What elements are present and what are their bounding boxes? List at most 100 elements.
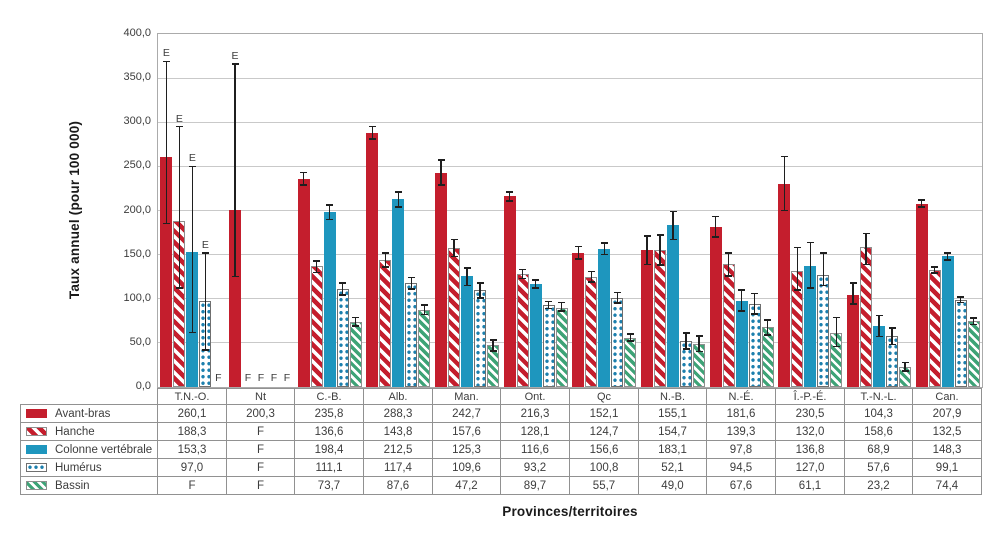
y-tick-label: 0,0 bbox=[135, 380, 151, 392]
value-cell-humerus-can: 99,1 bbox=[912, 458, 982, 477]
gridline bbox=[158, 121, 982, 123]
value-cell-hanche-qc: 124,7 bbox=[569, 422, 639, 441]
value-cell-bassin-ne: 67,6 bbox=[706, 476, 776, 495]
error-bar-bassin-alb bbox=[423, 304, 426, 315]
bar-bassin-alb bbox=[418, 309, 431, 387]
value-cell-avant-bras-alb: 288,3 bbox=[363, 404, 433, 423]
error-bar-colonne-vertebrale-tno bbox=[191, 166, 194, 333]
legend-swatch-colonne-vertebrale bbox=[26, 444, 47, 454]
value-cell-hanche-ipe: 132,0 bbox=[775, 422, 845, 441]
error-bar-hanche-nb bbox=[659, 235, 661, 266]
value-cell-colonne-vertebrale-nb: 183,1 bbox=[638, 440, 707, 459]
bar-humerus-can bbox=[954, 299, 967, 387]
error-bar-cap bbox=[352, 316, 360, 319]
legend-cell-humerus: Humérus bbox=[20, 458, 158, 477]
error-bar-cap bbox=[901, 370, 909, 372]
error-bar-cap bbox=[832, 345, 840, 348]
value-cell-bassin-qc: 55,7 bbox=[569, 476, 639, 495]
bar-colonne-vertebrale-ont bbox=[529, 284, 542, 387]
error-bar-cap bbox=[352, 325, 360, 327]
suppressed-value-flag-hanche-nt: F bbox=[244, 372, 252, 384]
error-bar-cap bbox=[626, 333, 634, 335]
y-tick-label: 100,0 bbox=[123, 291, 151, 304]
error-bar-colonne-vertebrale-man bbox=[466, 267, 468, 286]
value-cell-humerus-man: 109,6 bbox=[432, 458, 501, 477]
error-bar-cap bbox=[587, 270, 595, 273]
error-bar-colonne-vertebrale-ipe bbox=[809, 242, 812, 289]
value-cell-humerus-cb: 111,1 bbox=[294, 458, 364, 477]
error-bar-cap bbox=[970, 317, 978, 319]
error-bar-humerus-cb bbox=[341, 282, 344, 296]
error-bar-humerus-qc bbox=[616, 292, 619, 304]
value-cell-colonne-vertebrale-man: 125,3 bbox=[432, 440, 501, 459]
value-cell-hanche-ont: 128,1 bbox=[500, 422, 570, 441]
error-bar-avant-bras-can bbox=[920, 199, 923, 207]
bar-bassin-qc bbox=[624, 337, 637, 387]
suppressed-value-flag-colonne-vertebrale-nt: F bbox=[257, 372, 265, 384]
column-header-cb: C.-B. bbox=[294, 388, 364, 405]
error-bar-cap bbox=[695, 335, 703, 337]
error-bar-cap bbox=[819, 252, 827, 254]
value-cell-avant-bras-qc: 152,1 bbox=[569, 404, 639, 423]
error-bar-cap bbox=[600, 242, 608, 244]
table-row-avant-bras: Avant-bras 260,1 200,3 235,8 288,3 242,7 216,3… bbox=[20, 404, 982, 423]
error-bar-cap bbox=[682, 348, 690, 350]
error-bar-humerus-ont bbox=[547, 301, 550, 309]
column-header-ont: Ont. bbox=[500, 388, 570, 405]
value-cell-colonne-vertebrale-alb: 212,5 bbox=[363, 440, 433, 459]
error-bar-cap bbox=[188, 165, 196, 168]
error-bar-cap bbox=[394, 191, 402, 193]
error-bar-cap bbox=[489, 339, 497, 341]
value-cell-humerus-ne: 94,5 bbox=[706, 458, 776, 477]
error-bar-hanche-qc bbox=[590, 271, 593, 282]
legend-label-hanche: Hanche bbox=[55, 425, 95, 438]
error-bar-colonne-vertebrale-qc bbox=[603, 243, 606, 255]
value-cell-humerus-ipe: 127,0 bbox=[775, 458, 845, 477]
column-header-alb: Alb. bbox=[363, 388, 433, 405]
y-tick-label: 400,0 bbox=[123, 27, 151, 39]
error-bar-cap bbox=[506, 191, 514, 193]
error-bar-cap bbox=[957, 296, 965, 298]
error-bar-cap bbox=[463, 284, 471, 287]
error-bar-cap bbox=[162, 222, 170, 225]
table-row-bassin: Bassin F F 73,7 87,6 47,2 89,7 55,7 49,0 67,6 61,1… bbox=[20, 476, 982, 495]
error-bar-cap bbox=[188, 331, 196, 334]
value-cell-colonne-vertebrale-can: 148,3 bbox=[912, 440, 982, 459]
error-bar-cap bbox=[957, 301, 965, 304]
value-cell-hanche-ne: 139,3 bbox=[706, 422, 776, 441]
value-cell-hanche-cb: 136,6 bbox=[294, 422, 364, 441]
error-bar-humerus-nb bbox=[685, 333, 687, 350]
value-cell-humerus-alb: 117,4 bbox=[363, 458, 433, 477]
error-bar-bassin-tnl bbox=[904, 362, 906, 372]
bar-avant-bras-tno bbox=[160, 157, 173, 387]
error-bar-cap bbox=[162, 60, 170, 63]
bar-hanche-qc bbox=[585, 276, 598, 387]
bar-humerus-man bbox=[474, 290, 486, 387]
bar-bassin-nb bbox=[693, 343, 705, 387]
value-cell-colonne-vertebrale-nt: F bbox=[226, 440, 295, 459]
error-bar-colonne-vertebrale-alb bbox=[397, 191, 400, 207]
error-bar-colonne-vertebrale-tnl bbox=[878, 315, 880, 337]
bar-avant-bras-can bbox=[915, 203, 928, 387]
value-cell-bassin-nt: F bbox=[226, 476, 295, 495]
error-bar-cap bbox=[300, 184, 308, 186]
error-bar-cap bbox=[613, 291, 621, 294]
error-bar-cap bbox=[725, 252, 733, 254]
gridline bbox=[158, 77, 982, 79]
bar-bassin-cb bbox=[349, 321, 362, 387]
error-bar-hanche-can bbox=[933, 266, 936, 274]
error-bar-hanche-ne bbox=[727, 252, 730, 276]
table-row-colonne-vertebrale: Colonne vertébrale 153,3 F 198,4 212,5 125,3 1… bbox=[20, 440, 982, 459]
error-bar-avant-bras-ont bbox=[508, 191, 511, 201]
legend-label-colonne-vertebrale: Colonne vertébrale bbox=[55, 443, 153, 456]
bar-bassin-can bbox=[967, 321, 980, 387]
error-bar-cap bbox=[476, 297, 484, 299]
value-cell-bassin-cb: 73,7 bbox=[294, 476, 364, 495]
error-bar-cap bbox=[793, 289, 801, 291]
error-bar-cap bbox=[695, 350, 703, 353]
error-bar-cap bbox=[918, 206, 926, 208]
error-bar-humerus-alb bbox=[410, 277, 413, 290]
bar-humerus-tnl bbox=[886, 336, 898, 387]
error-bar-cap bbox=[506, 200, 514, 202]
error-bar-avant-bras-qc bbox=[577, 246, 580, 260]
